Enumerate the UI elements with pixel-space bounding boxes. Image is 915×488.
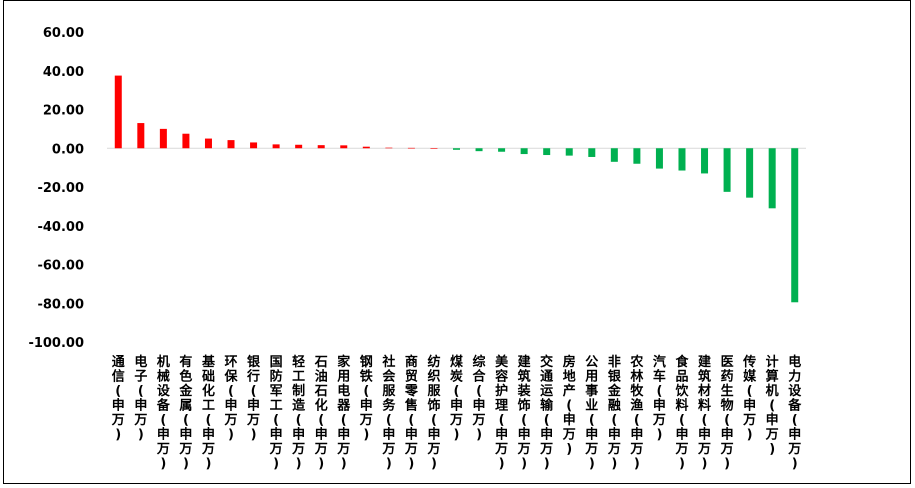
x-tick-label: 机械设备(申万) (156, 354, 171, 472)
x-tick-label: 纺织服饰(申万) (426, 354, 441, 472)
x-tick-label: 环保(申万) (224, 355, 239, 443)
bar (227, 140, 235, 149)
bar (746, 148, 754, 198)
y-tick-label: 0.00 (52, 142, 84, 157)
x-tick-label: 基础化工(申万) (201, 354, 216, 472)
y-tick-label: -80.00 (37, 297, 84, 312)
bar (340, 145, 348, 149)
x-axis-tick-labels: 通信(申万) 电子(申万) 机械设备(申万) 有色金属(申万) 基础化工(申万) 环保(申… (111, 354, 802, 472)
bars (114, 75, 799, 303)
x-tick-label: 银行(申万) (246, 354, 261, 443)
y-tick-label: 60.00 (43, 26, 84, 41)
x-tick-label: 有色金属(申万) (178, 354, 193, 472)
bar (182, 133, 190, 149)
chart-frame: 60.00 40.00 20.00 0.00 -20.00 -40.00 -60.00 -80… (3, 0, 911, 484)
bar (588, 148, 596, 157)
x-tick-label: 农林牧渔(申万) (629, 354, 644, 472)
bar (272, 144, 280, 149)
x-tick-label: 美容护理(申万) (494, 354, 509, 472)
bar (430, 148, 438, 149)
x-tick-label: 电子(申万) (133, 354, 147, 443)
x-tick-label: 传媒(申万) (742, 354, 757, 443)
x-tick-label: 公用事业(申万) (584, 355, 598, 472)
bar (385, 147, 393, 149)
bar (565, 148, 573, 156)
x-tick-label: 综合(申万) (472, 354, 487, 443)
x-tick-label: 钢铁(申万) (359, 354, 373, 443)
x-tick-label: 国防军工(申万) (269, 355, 283, 472)
y-tick-label: -20.00 (37, 181, 84, 196)
x-tick-label: 建筑装饰(申万) (517, 354, 531, 472)
y-axis-tick-labels: 60.00 40.00 20.00 0.00 -20.00 -40.00 -60.00 -80… (28, 26, 84, 351)
bar (159, 128, 167, 149)
bar (791, 148, 799, 303)
x-tick-label: 计算机(申万) (765, 354, 779, 457)
bar (250, 142, 258, 149)
y-tick-label: -60.00 (37, 259, 84, 274)
x-tick-label: 电力设备(申万) (787, 354, 802, 472)
x-tick-label: 医药生物(申万) (720, 355, 734, 472)
bar (768, 148, 776, 209)
y-tick-label: -100.00 (28, 336, 84, 351)
bar (543, 148, 551, 156)
bar (453, 148, 460, 150)
bar (723, 148, 731, 192)
y-tick-label: -40.00 (37, 220, 84, 235)
x-tick-label: 建筑材料(申万) (697, 354, 711, 472)
x-tick-label: 轻工制造(申万) (291, 354, 306, 472)
bar-chart: 60.00 40.00 20.00 0.00 -20.00 -40.00 -60.00 -80… (28, 26, 806, 472)
x-tick-label: 商贸零售(申万) (404, 354, 419, 472)
bar (633, 148, 641, 164)
x-tick-label: 煤炭(申万) (449, 354, 463, 443)
x-tick-label: 汽车(申万) (652, 354, 666, 443)
x-tick-label: 社会服务(申万) (381, 354, 396, 472)
x-tick-label: 通信(申万) (111, 354, 125, 443)
bar (114, 75, 122, 149)
x-tick-label: 非银金融(申万) (607, 354, 622, 472)
bar (610, 148, 618, 162)
bar (204, 138, 212, 149)
x-tick-label: 家用电器(申万) (336, 354, 351, 472)
x-tick-label: 房地产(申万) (562, 354, 576, 457)
bar (295, 144, 303, 149)
y-tick-label: 20.00 (43, 104, 84, 119)
bar (655, 148, 663, 169)
bar (678, 148, 686, 171)
bar (362, 146, 370, 149)
bar (520, 148, 528, 155)
bar (407, 147, 415, 149)
bar (137, 123, 145, 149)
x-tick-label: 交通运输(申万) (539, 354, 554, 472)
bar (701, 148, 709, 174)
bar (475, 148, 483, 152)
y-tick-label: 40.00 (43, 65, 84, 80)
bar (317, 145, 325, 149)
bar (498, 148, 506, 152)
x-tick-label: 石油石化(申万) (314, 355, 328, 472)
x-tick-label: 食品饮料(申万) (674, 354, 689, 472)
